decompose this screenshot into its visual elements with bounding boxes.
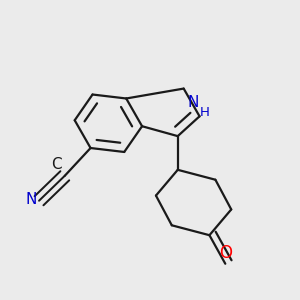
Text: C: C	[51, 157, 62, 172]
Text: H: H	[200, 106, 209, 119]
Text: O: O	[219, 244, 232, 262]
Text: N: N	[188, 94, 199, 110]
Text: N: N	[26, 192, 37, 207]
